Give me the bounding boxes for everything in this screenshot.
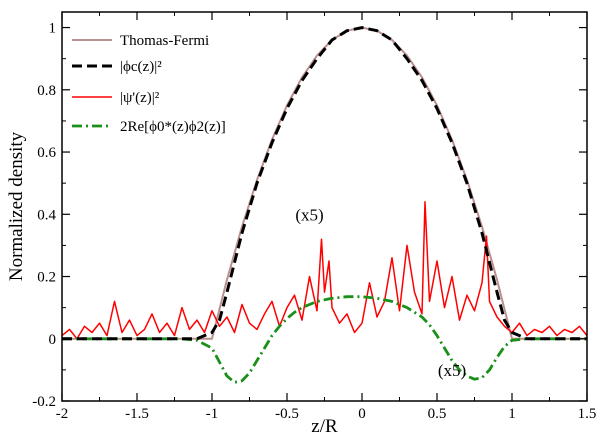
annotations: (x5) (x5) (295, 206, 466, 381)
x-tick-label: -2 (56, 406, 69, 422)
legend-label-0: Thomas-Fermi (120, 33, 209, 49)
y-tick-label: 0.4 (37, 207, 56, 223)
series-line-3 (62, 295, 587, 384)
legend-label-2: |ψ'(z)|² (120, 90, 160, 106)
x-tick-label: 1 (508, 406, 516, 422)
x-tick-label: -0.5 (275, 406, 299, 422)
x-tick-label: -1.5 (125, 406, 149, 422)
x-tick-label: 1.5 (578, 406, 597, 422)
series-line-2 (62, 201, 587, 340)
annotation-label: (x5) (295, 206, 323, 225)
y-tick-label: 0.6 (37, 145, 56, 161)
y-axis-label: Normalized density (6, 131, 27, 281)
plot-area (62, 26, 587, 384)
x-axis-label: z/R (311, 416, 338, 437)
x-tick-label: 0.5 (428, 406, 447, 422)
x-tick-label: 0 (358, 406, 366, 422)
x-tick-label: -1 (206, 406, 219, 422)
y-tick-label: 0 (49, 332, 57, 348)
legend-label-3: 2Re[ϕ0*(z)ϕ2(z)] (120, 119, 226, 135)
y-tick-label: 1 (49, 21, 57, 37)
y-tick-label: 0.8 (37, 83, 56, 99)
legend-label-1: |ϕc(z)|² (120, 59, 162, 75)
series-line-1 (62, 26, 587, 341)
annotation-label: (x5) (438, 361, 466, 380)
legend: Thomas-Fermi |ϕc(z)|² |ψ'(z)|² 2Re[ϕ0*(z)ϕ2… (72, 33, 226, 135)
y-tick-label: -0.2 (32, 394, 56, 410)
y-tick-label: 0.2 (37, 270, 56, 286)
axes: -2 -1.5 -1 -0.5 0 0.5 1 1.5 -0.2 0 0.2 0.4 0.6 0.8 1 (32, 12, 596, 422)
